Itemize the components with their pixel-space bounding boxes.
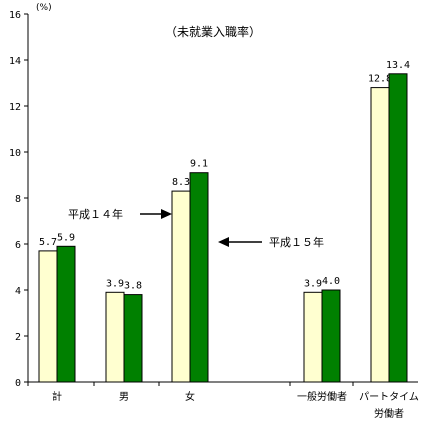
y-tick-label: 0 bbox=[15, 378, 21, 389]
data-label: 5.7 bbox=[39, 237, 57, 248]
data-label: 5.9 bbox=[57, 232, 75, 243]
x-category-label: 女 bbox=[185, 390, 195, 403]
legend-label-2003: 平成１５年 bbox=[269, 235, 324, 249]
legend-arrow-2003-head bbox=[218, 237, 229, 247]
data-label: 13.4 bbox=[386, 60, 410, 71]
bar bbox=[370, 87, 390, 383]
x-category-label: 一般労働者 bbox=[297, 390, 347, 403]
y-tick-label: 8 bbox=[15, 194, 21, 205]
data-label: 9.1 bbox=[190, 159, 208, 170]
bar bbox=[123, 294, 143, 383]
bar bbox=[56, 245, 76, 383]
data-label: 3.9 bbox=[106, 278, 124, 289]
x-category-label: 男 bbox=[119, 391, 129, 403]
legend-arrow-2002-head bbox=[161, 209, 172, 219]
chart-title: （未就業入職率） bbox=[165, 24, 261, 39]
x-category-label-line2: 労働者 bbox=[374, 407, 404, 420]
y-tick-label: 12 bbox=[9, 102, 21, 113]
x-category-label: 計 bbox=[52, 390, 62, 403]
y-tick-label: 2 bbox=[15, 332, 21, 343]
bar bbox=[171, 190, 191, 383]
bar bbox=[105, 291, 125, 383]
x-category-label: パートタイム bbox=[359, 391, 419, 403]
bar bbox=[189, 172, 209, 383]
bar bbox=[303, 291, 323, 383]
y-tick-label: 14 bbox=[9, 56, 21, 67]
data-label: 3.9 bbox=[304, 278, 322, 289]
bar bbox=[38, 250, 58, 383]
bar bbox=[388, 73, 408, 383]
y-tick-label: 10 bbox=[9, 148, 21, 159]
y-unit-label: (%) bbox=[36, 3, 52, 13]
data-label: 3.8 bbox=[124, 281, 142, 292]
y-tick-label: 6 bbox=[15, 240, 21, 251]
legend-label-2002: 平成１４年 bbox=[68, 207, 123, 221]
data-label: 12.8 bbox=[368, 74, 392, 85]
y-tick-label: 16 bbox=[9, 10, 21, 21]
y-tick-label: 4 bbox=[15, 286, 21, 297]
bar bbox=[321, 289, 341, 383]
data-label: 4.0 bbox=[322, 276, 340, 287]
data-label: 8.3 bbox=[172, 177, 190, 188]
